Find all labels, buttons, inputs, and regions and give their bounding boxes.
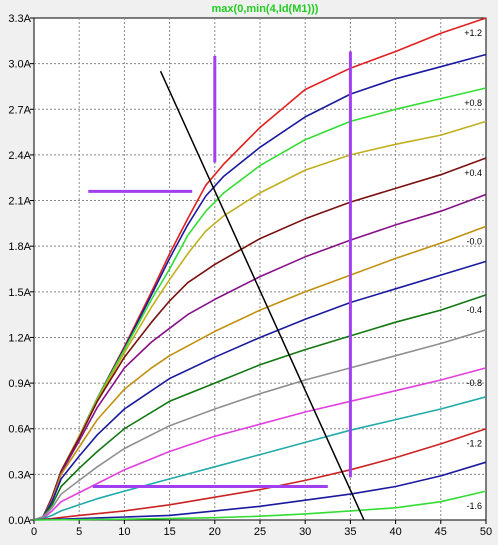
chart-title: max(0,min(4,Id(M1)))	[212, 3, 319, 15]
y-axis-ticks: 0.0A 0.3A 0.6A 0.9A 1.2A 1.5A 1.8A 2.1A 2.4A 2.7A…	[8, 13, 34, 527]
x-axis-ticks: 0 5 10 15 20 25 30 35 40 45 50	[31, 520, 492, 538]
load-line	[159, 70, 365, 521]
y-tick-label: 3.0A	[8, 59, 31, 71]
y-tick-label: 1.2A	[8, 332, 31, 344]
y-tick-label: 0.3A	[8, 469, 31, 481]
series-label: -0.0	[466, 236, 482, 246]
series-line	[33, 329, 487, 521]
series-labels: +1.2 +0.8 +0.4 -0.0 -0.4 -0.8 -1.2 -1.6	[464, 28, 482, 511]
series-label: +1.2	[464, 28, 482, 38]
series-line	[33, 490, 487, 521]
y-tick-label: 2.7A	[8, 104, 31, 116]
y-tick-label: 0.6A	[8, 424, 31, 436]
x-tick-label: 5	[76, 526, 82, 538]
series-label: -1.2	[466, 439, 482, 449]
series-label: -1.6	[466, 501, 482, 511]
y-tick-label: 2.1A	[8, 196, 31, 208]
x-tick-label: 50	[480, 526, 492, 538]
annotations-group	[88, 51, 365, 521]
y-tick-label: 0.9A	[8, 378, 31, 390]
series-line	[33, 260, 487, 521]
series-line	[33, 225, 487, 521]
x-tick-label: 25	[254, 526, 266, 538]
x-tick-label: 30	[299, 526, 311, 538]
x-tick-label: 45	[435, 526, 447, 538]
series-line	[33, 427, 487, 521]
series-label: +0.4	[464, 168, 482, 178]
series-label: -0.8	[466, 378, 482, 388]
series-label: +0.8	[464, 98, 482, 108]
y-tick-label: 2.4A	[8, 150, 31, 162]
series-line	[33, 461, 487, 521]
series-label: -0.4	[466, 305, 482, 315]
series-line	[33, 396, 487, 521]
y-tick-label: 0.0A	[8, 515, 31, 527]
series-line	[33, 294, 487, 521]
y-tick-label: 3.3A	[8, 13, 31, 25]
x-tick-label: 0	[31, 526, 37, 538]
series-line	[33, 367, 487, 521]
x-tick-label: 40	[389, 526, 401, 538]
plot-area	[33, 17, 487, 521]
y-tick-label: 1.5A	[8, 287, 31, 299]
x-tick-label: 15	[163, 526, 175, 538]
x-tick-label: 10	[118, 526, 130, 538]
x-tick-label: 20	[209, 526, 221, 538]
y-tick-label: 1.8A	[8, 241, 31, 253]
series-group	[33, 17, 487, 521]
x-tick-label: 35	[344, 526, 356, 538]
